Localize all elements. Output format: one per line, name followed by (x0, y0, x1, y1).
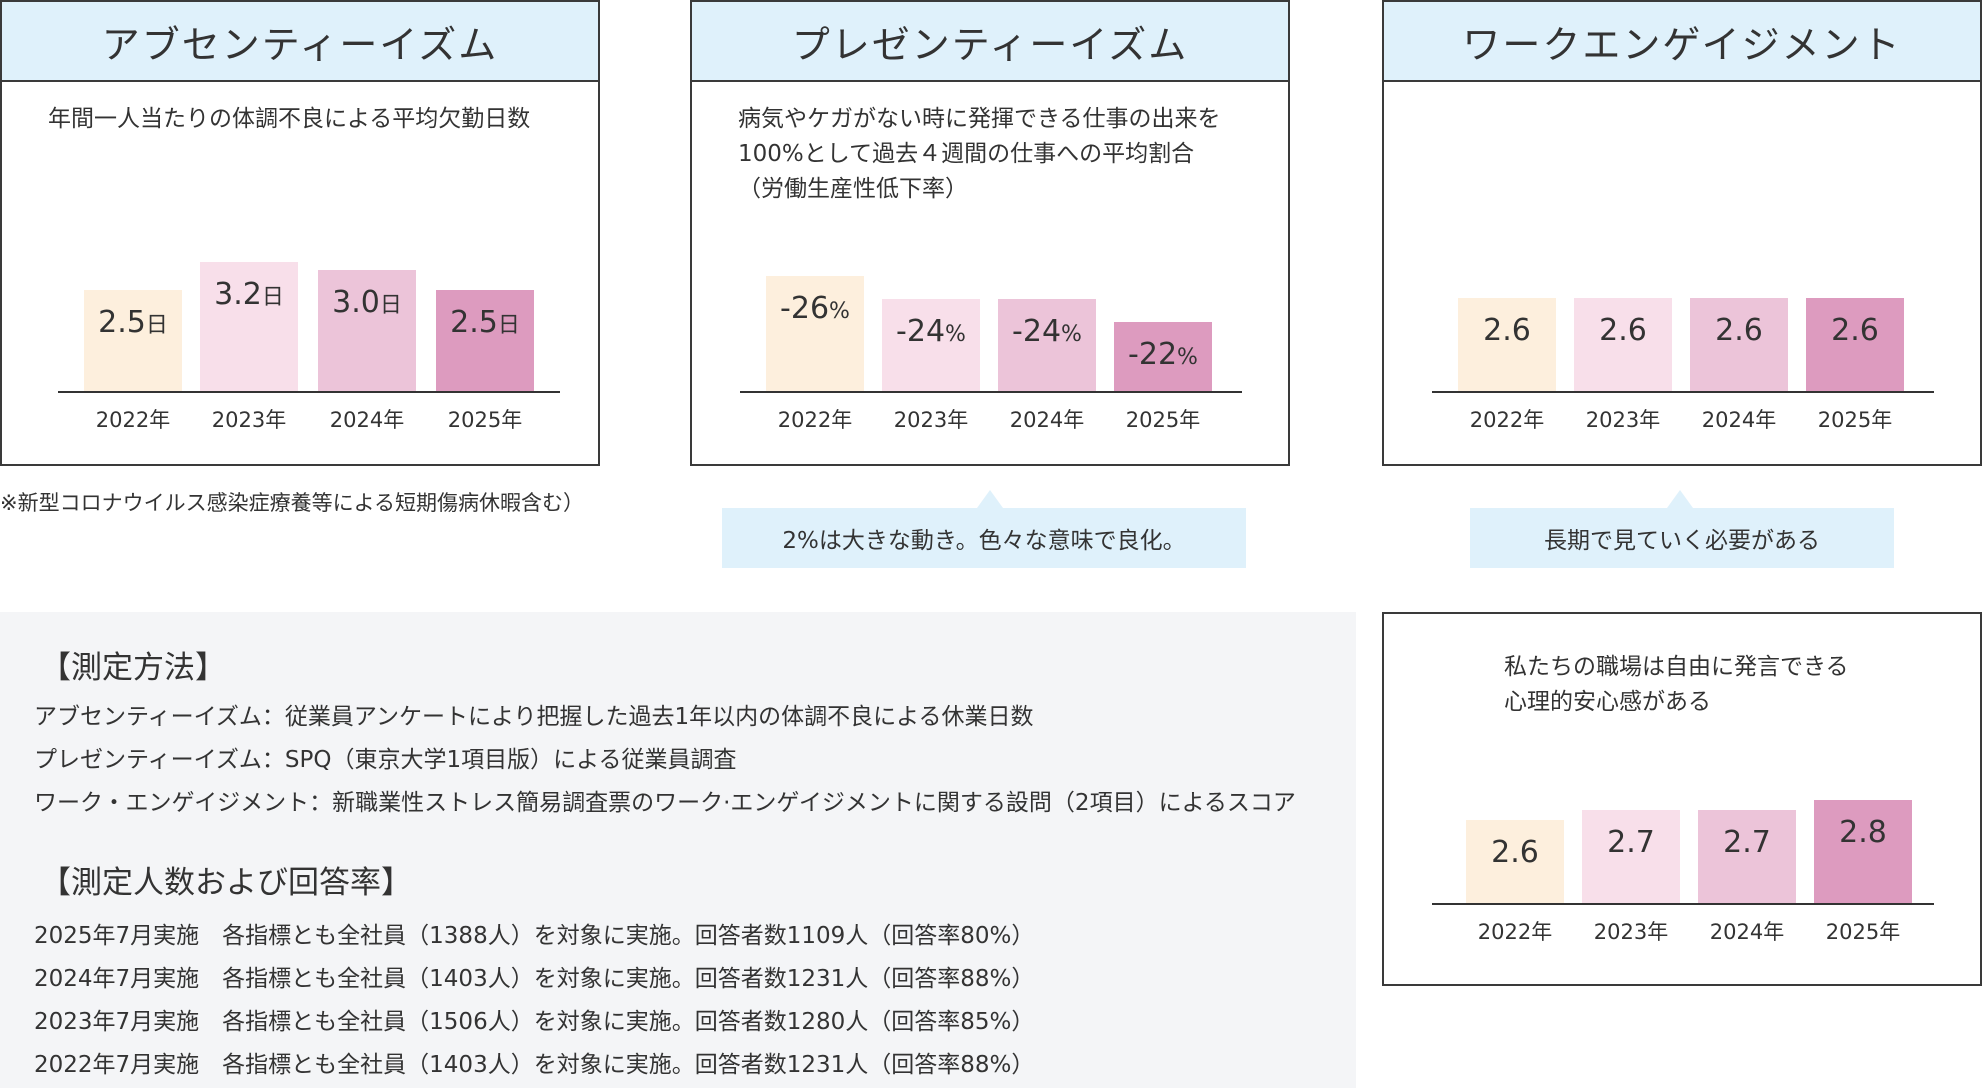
bar-value-label: 3.0日 (332, 285, 402, 320)
bar-2023年 (882, 299, 980, 392)
bar-2023年 (1582, 810, 1680, 904)
bar-value-label: 2.6 (1483, 313, 1531, 348)
absenteeism-description: 年間一人当たりの体調不良による平均欠勤日数 (48, 106, 531, 132)
method-info-box: 【測定方法】 アブセンティーイズム：従業員アンケートにより把握した過去1年以内の… (0, 612, 1356, 1088)
bar-value-label: 2.7 (1607, 825, 1655, 860)
bar-2025年 (1814, 800, 1912, 904)
x-tick-label: 2024年 (1010, 408, 1084, 432)
bar-2025年 (1114, 322, 1212, 392)
absenteeism-chart: 2.5日 2022年 3.2日 2023年 3.0日 2024年 2.5日 2025年 (58, 262, 560, 432)
engagement-chart: 2.6 2022年 2.6 2023年 2.6 2024年 2.6 2025年 (1432, 298, 1934, 432)
presenteeism-description: 病気やケガがない時に発揮できる仕事の出来を 100%として過去４週間の仕事への平… (738, 106, 1221, 202)
bar-2024年 (1690, 298, 1788, 392)
bar-value-label: 2.8 (1839, 815, 1887, 850)
bar-value-label: 2.6 (1599, 313, 1647, 348)
x-tick-label: 2025年 (1126, 408, 1200, 432)
respondents-line: 2024年7月実施 各指標とも全社員（1403人）を対象に実施。回答者数1231… (34, 966, 1035, 992)
absenteeism-panel: アブセンティーイズム 年間一人当たりの体調不良による平均欠勤日数 2.5日 202… (0, 0, 600, 466)
respondents-title: 【測定人数および回答率】 (40, 865, 412, 901)
bar-value-label: 2.6 (1715, 313, 1763, 348)
engagement-callout-tip (1667, 490, 1693, 508)
bar-value-label: 2.7 (1723, 825, 1771, 860)
method-line: プレゼンティーイズム：SPQ（東京大学1項目版）による従業員調査 (34, 747, 737, 773)
x-tick-label: 2023年 (1586, 408, 1660, 432)
x-tick-label: 2023年 (1594, 920, 1668, 944)
x-tick-label: 2025年 (1818, 408, 1892, 432)
absenteeism-title: アブセンティーイズム (2, 2, 598, 82)
presenteeism-title: プレゼンティーイズム (692, 2, 1288, 82)
method-line: ワーク・エンゲイジメント：新職業性ストレス簡易調査票のワーク·エンゲイジメントに… (34, 790, 1296, 816)
method-line: アブセンティーイズム：従業員アンケートにより把握した過去1年以内の体調不良による… (34, 704, 1034, 730)
x-tick-label: 2024年 (330, 408, 404, 432)
bar-value-label: -24% (896, 314, 966, 349)
bar-2022年 (1458, 298, 1556, 392)
x-tick-label: 2025年 (1826, 920, 1900, 944)
presenteeism-chart: -26% 2022年 -24% 2023年 -24% 2024年 -22% 2025年 (740, 276, 1242, 432)
presenteeism-callout: 2%は大きな動き。色々な意味で良化。 (722, 508, 1246, 568)
bar-value-label: 2.5日 (98, 305, 168, 340)
x-tick-label: 2024年 (1702, 408, 1776, 432)
bar-value-label: -22% (1128, 337, 1198, 372)
bar-2023年 (200, 262, 298, 392)
bar-2024年 (1698, 810, 1796, 904)
engagement-callout: 長期で見ていく必要がある (1470, 508, 1894, 568)
presenteeism-panel: プレゼンティーイズム 病気やケガがない時に発揮できる仕事の出来を 100%として… (690, 0, 1290, 466)
bar-value-label: -24% (1012, 314, 1082, 349)
x-tick-label: 2025年 (448, 408, 522, 432)
x-tick-label: 2024年 (1710, 920, 1784, 944)
x-tick-label: 2022年 (778, 408, 852, 432)
respondents-line: 2025年7月実施 各指標とも全社員（1388人）を対象に実施。回答者数1109… (34, 923, 1035, 949)
bar-2022年 (766, 276, 864, 392)
bar-2024年 (318, 270, 416, 392)
bar-value-label: 2.5日 (450, 305, 520, 340)
x-tick-label: 2022年 (1470, 408, 1544, 432)
safety-panel: 私たちの職場は自由に発言できる 心理的安心感がある 2.6 2022年 2.7 202… (1382, 612, 1982, 986)
bar-value-label: 2.6 (1831, 313, 1879, 348)
safety-chart: 2.6 2022年 2.7 2023年 2.7 2024年 2.8 2025年 (1432, 800, 1934, 944)
bar-2023年 (1574, 298, 1672, 392)
method-title: 【測定方法】 (40, 650, 226, 686)
bar-value-label: 2.6 (1491, 835, 1539, 870)
x-tick-label: 2023年 (894, 408, 968, 432)
absenteeism-footnote: ※新型コロナウイルス感染症療養等による短期傷病休暇含む） (0, 491, 584, 515)
bar-2022年 (84, 290, 182, 392)
respondents-line: 2022年7月実施 各指標とも全社員（1403人）を対象に実施。回答者数1231… (34, 1052, 1035, 1078)
presenteeism-callout-tip (977, 490, 1003, 508)
respondents-line: 2023年7月実施 各指標とも全社員（1506人）を対象に実施。回答者数1280… (34, 1009, 1035, 1035)
bar-value-label: -26% (780, 291, 850, 326)
bar-2024年 (998, 299, 1096, 392)
x-tick-label: 2022年 (1478, 920, 1552, 944)
engagement-panel: ワークエンゲイジメント 2.6 2022年 2.6 2023年 2.6 2024年 2.6 2… (1382, 0, 1982, 466)
bar-2025年 (436, 290, 534, 392)
engagement-title: ワークエンゲイジメント (1384, 2, 1980, 82)
bar-2022年 (1466, 820, 1564, 904)
bar-value-label: 3.2日 (214, 277, 284, 312)
safety-description: 私たちの職場は自由に発言できる 心理的安心感がある (1504, 654, 1849, 715)
bar-2025年 (1806, 298, 1904, 392)
x-tick-label: 2023年 (212, 408, 286, 432)
x-tick-label: 2022年 (96, 408, 170, 432)
